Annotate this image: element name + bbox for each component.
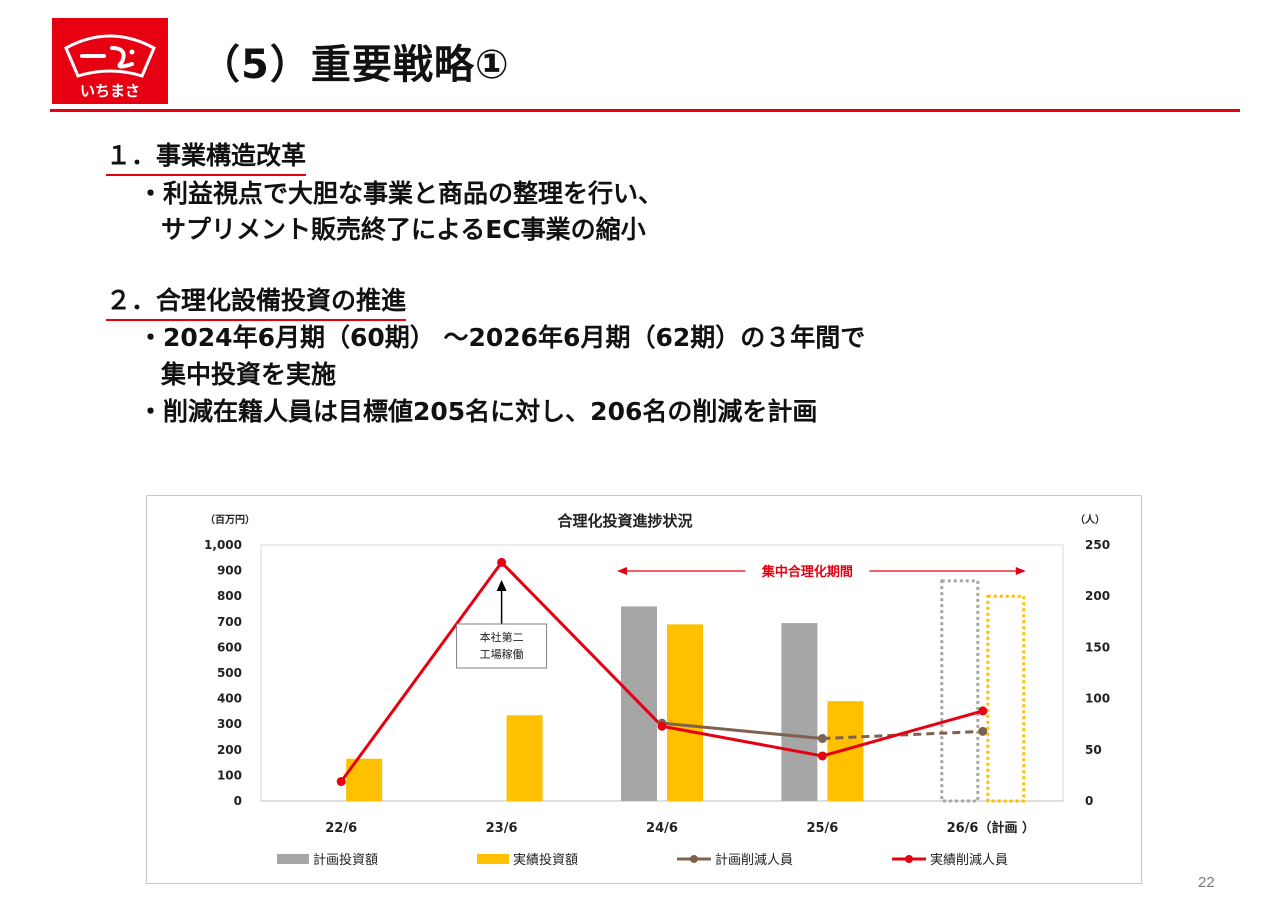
- left-axis-tick-label: 600: [217, 640, 242, 654]
- x-axis-category-label: 26/6（計画 ）: [947, 820, 1035, 836]
- legend-swatch: [477, 854, 509, 864]
- left-axis-tick-label: 1,000: [204, 538, 242, 552]
- chart-title: 合理化投資進捗状況: [556, 512, 692, 530]
- section-2-bullet-1-line-1: ・2024年6月期（60期） ～2026年6月期（62期）の３年間で: [138, 323, 866, 352]
- callout-text: 本社第二: [480, 630, 524, 644]
- right-axis-tick-label: 50: [1085, 743, 1102, 757]
- legend-marker: [905, 855, 913, 863]
- left-axis-tick-label: 100: [217, 768, 242, 782]
- slide-title: （5）重要戦略①: [200, 42, 510, 88]
- period-arrow-right-head: [1015, 567, 1026, 575]
- legend-label: 実績削減人員: [930, 852, 1008, 868]
- left-axis-tick-label: 900: [217, 564, 242, 578]
- right-axis-tick-label: 0: [1085, 794, 1093, 808]
- chart-svg: 合理化投資進捗状況 （百万円） （人） 01002003004005006007…: [204, 512, 1110, 868]
- actual-reduction-point: [497, 557, 507, 567]
- left-axis-tick-label: 400: [217, 692, 242, 706]
- right-axis-tick-label: 200: [1085, 589, 1110, 603]
- x-axis-category-label: 22/6: [325, 821, 357, 836]
- plan-reduction-point: [817, 734, 827, 744]
- callout-box: [456, 623, 548, 669]
- plan-invest-bar: [781, 623, 818, 801]
- company-logo: いちまさ: [52, 18, 168, 104]
- actual-invest-bar: [506, 715, 543, 801]
- legend-label: 計画削減人員: [715, 852, 793, 868]
- actual-invest-bar: [667, 624, 703, 801]
- investment-progress-chart: 合理化投資進捗状況 （百万円） （人） 0 100 200 300 400 500 600 7…: [146, 495, 1142, 884]
- section-2-bullet-1-line-2: 集中投資を実施: [161, 360, 337, 389]
- callout-arrow-head: [496, 580, 507, 591]
- actual-invest-bar: [827, 701, 864, 801]
- right-axis-tick-label: 150: [1085, 640, 1110, 654]
- left-axis-tick-label: 300: [217, 717, 242, 731]
- section-1-bullet-1-line-1: ・利益視点で大胆な事業と商品の整理を行い、: [138, 179, 664, 208]
- logo-text: いちまさ: [80, 82, 140, 100]
- right-axis-tick-label: 100: [1085, 692, 1110, 706]
- section-2-heading: ２．合理化設備投資の推進: [106, 281, 407, 321]
- legend-label: 実績投資額: [513, 852, 578, 868]
- right-axis-tick-label: 250: [1085, 538, 1110, 552]
- actual-reduction-line: [339, 560, 984, 783]
- callout-text: 工場稼働: [480, 647, 524, 661]
- x-axis-category-label: 23/6: [486, 821, 518, 836]
- legend-swatch: [277, 854, 309, 864]
- section-2-bullet-2: ・削減在籍人員は目標値205名に対し、206名の削減を計画: [138, 397, 818, 426]
- x-axis-category-label: 24/6: [646, 821, 678, 836]
- page-number: 22: [1198, 874, 1215, 891]
- plan-invest-bar-planned: [940, 579, 980, 803]
- left-axis-unit: （百万円）: [205, 513, 255, 526]
- actual-reduction-point: [657, 721, 667, 731]
- actual-reduction-point: [336, 777, 346, 787]
- title-rule: [50, 109, 1240, 112]
- legend-marker: [690, 855, 698, 863]
- left-axis-tick-label: 500: [217, 666, 242, 680]
- right-axis-unit: （人）: [1075, 513, 1105, 526]
- section-1-heading: １．事業構造改革: [106, 136, 307, 176]
- x-axis-category-label: 25/6: [806, 821, 838, 836]
- period-arrow-left-head: [617, 567, 627, 575]
- left-axis-tick-label: 200: [217, 743, 242, 757]
- actual-reduction-point: [978, 706, 988, 716]
- actual-invest-bar-planned: [986, 594, 1026, 803]
- plan-reduction-point: [978, 726, 988, 736]
- left-axis-tick-label: 700: [217, 615, 242, 629]
- left-axis-tick-label: 0: [234, 794, 242, 808]
- section-1-bullet-1-line-2: サプリメント販売終了によるEC事業の縮小: [161, 215, 646, 244]
- period-label-bg: [745, 561, 870, 581]
- actual-reduction-point: [817, 751, 827, 761]
- period-label: 集中合理化期間: [761, 564, 853, 580]
- left-axis-tick-label: 800: [217, 589, 242, 603]
- legend-label: 計画投資額: [313, 852, 378, 868]
- plan-reduction-line-segment: [661, 721, 823, 741]
